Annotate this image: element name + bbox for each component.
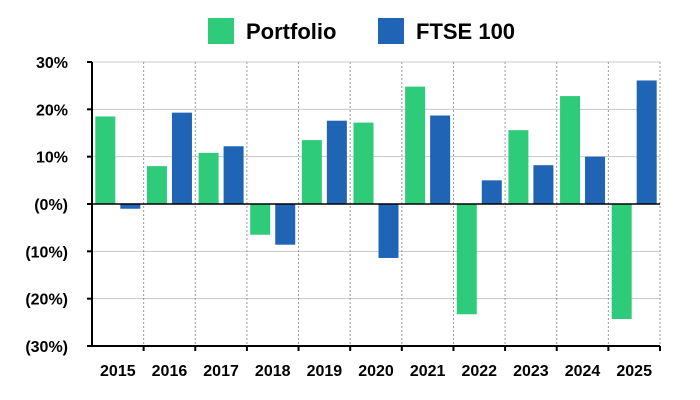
bar-ftse-100-2016: [171, 112, 192, 204]
legend-swatch-portfolio: [208, 18, 234, 44]
bar-portfolio-2017: [198, 152, 219, 204]
x-tick-label: 2018: [255, 363, 291, 380]
x-tick-label: 2016: [152, 363, 188, 380]
x-tick-label: 2015: [100, 363, 136, 380]
bar-portfolio-2022: [456, 204, 477, 315]
bar-ftse-100-2020: [378, 204, 399, 258]
y-tick-label: 30%: [36, 55, 68, 72]
x-tick-label: 2020: [358, 363, 394, 380]
x-tick-label: 2023: [513, 363, 549, 380]
y-tick-label: 10%: [36, 150, 68, 167]
x-tick-label: 2022: [461, 363, 497, 380]
bar-ftse-100-2023: [533, 165, 554, 204]
legend: Portfolio FTSE 100: [208, 18, 515, 44]
bar-portfolio-2018: [250, 204, 271, 235]
bar-ftse-100-2021: [430, 115, 451, 204]
x-tick-label: 2024: [565, 363, 601, 380]
x-tick-label: 2025: [616, 363, 652, 380]
bar-ftse-100-2018: [275, 204, 296, 245]
bar-ftse-100-2022: [481, 180, 502, 204]
y-tick-label: (20%): [25, 292, 68, 309]
y-axis-ticks: 30% 20% 10% (0%) (10%) (20%) (30%): [25, 55, 92, 356]
bar-portfolio-2020: [353, 122, 374, 204]
y-tick-label: (10%): [25, 244, 68, 261]
bar-ftse-100-2025: [636, 80, 657, 204]
x-tick-label: 2021: [410, 363, 446, 380]
bar-ftse-100-2024: [585, 156, 606, 204]
bar-ftse-100-2017: [223, 146, 244, 204]
bar-portfolio-2016: [146, 166, 167, 204]
x-tick-label: 2017: [203, 363, 239, 380]
legend-label-ftse-100: FTSE 100: [416, 19, 515, 44]
y-tick-label: 20%: [36, 102, 68, 119]
bar-portfolio-2024: [560, 96, 581, 204]
bar-portfolio-2021: [405, 86, 426, 204]
y-tick-label: (30%): [25, 339, 68, 356]
bar-ftse-100-2019: [326, 120, 347, 204]
legend-label-portfolio: Portfolio: [246, 19, 336, 44]
bars: [95, 80, 657, 320]
bar-portfolio-2023: [508, 130, 529, 204]
y-tick-label: (0%): [34, 197, 68, 214]
x-tick-label: 2019: [307, 363, 343, 380]
bar-ftse-100-2015: [120, 204, 141, 209]
legend-swatch-ftse-100: [378, 18, 404, 44]
x-axis-ticks: 2015 2016 2017 2018 2019 2020 2021 2022 2023 2024…: [100, 346, 661, 380]
bar-portfolio-2015: [95, 116, 116, 204]
bar-portfolio-2019: [301, 140, 322, 204]
bar-portfolio-2025: [611, 204, 632, 320]
